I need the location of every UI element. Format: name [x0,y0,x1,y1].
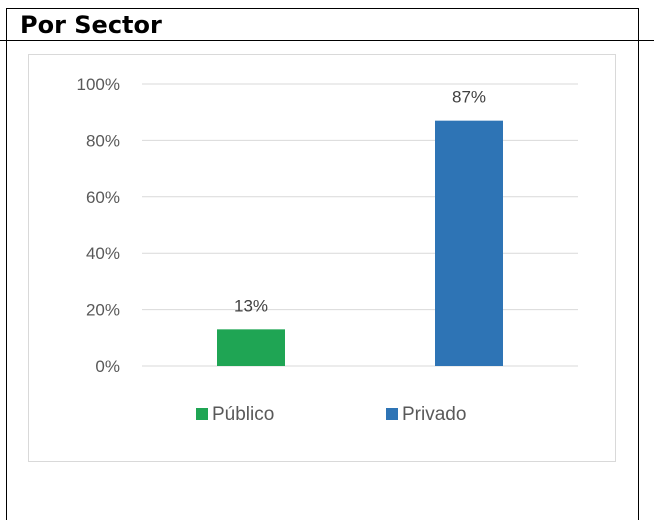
legend-swatch [386,408,398,420]
y-tick-label: 0% [95,357,120,376]
table-border-right [638,8,639,520]
data-label: 13% [234,296,268,315]
y-tick-label: 100% [77,75,120,94]
y-tick-label: 20% [86,301,120,320]
bar [217,329,285,366]
y-tick-label: 60% [86,188,120,207]
bar [435,120,503,366]
data-label: 87% [452,88,486,107]
table-border-top [6,8,639,9]
chart-container [28,54,616,462]
legend-label: Público [212,404,274,425]
legend-label: Privado [402,404,466,425]
y-tick-label: 80% [86,131,120,150]
legend-swatch [196,408,208,420]
header-divider [0,40,654,41]
section-title: Por Sector [20,11,162,39]
table-border-left [6,8,7,520]
y-tick-label: 40% [86,244,120,263]
